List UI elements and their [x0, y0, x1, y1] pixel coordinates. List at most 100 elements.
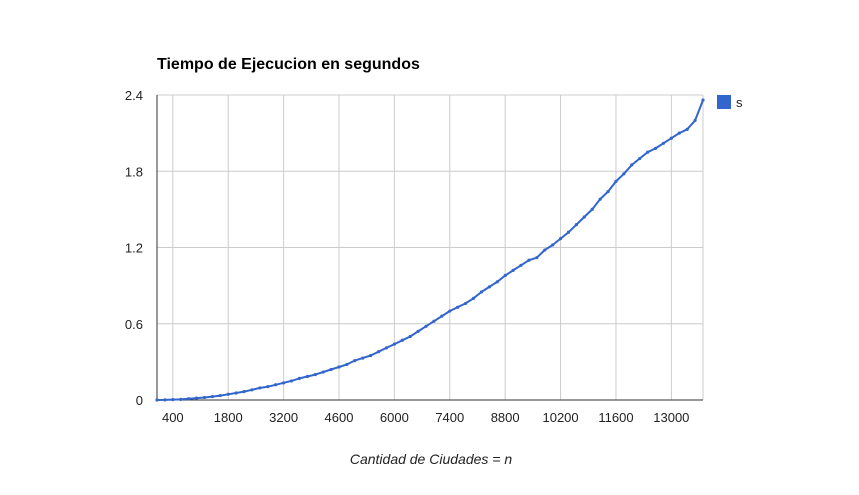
- x-tick-label: 4600: [325, 410, 354, 425]
- data-point: [511, 268, 515, 272]
- data-point: [606, 189, 610, 194]
- data-point: [456, 305, 460, 309]
- x-axis-title-prefix: Cantidad de Ciudades =: [350, 451, 505, 467]
- data-point: [155, 398, 159, 402]
- y-tick-label: 1.8: [125, 164, 143, 179]
- data-point: [693, 118, 697, 123]
- data-point: [210, 394, 214, 399]
- x-tick-label: 3200: [269, 410, 298, 425]
- data-point: [487, 285, 491, 289]
- data-point: [685, 127, 689, 131]
- x-tick-label: 1800: [214, 410, 243, 425]
- data-point: [171, 398, 175, 402]
- data-point: [226, 392, 230, 396]
- data-point: [345, 362, 349, 367]
- data-point: [669, 136, 673, 140]
- data-point: [329, 367, 333, 372]
- data-point: [551, 243, 555, 247]
- data-point: [614, 179, 618, 184]
- data-point: [258, 386, 262, 390]
- data-point: [448, 309, 452, 313]
- data-point: [630, 163, 634, 167]
- legend[interactable]: s: [717, 95, 743, 110]
- y-tick-label: 0: [136, 393, 143, 408]
- data-point: [202, 395, 207, 400]
- axes: [156, 95, 703, 401]
- data-point: [234, 391, 238, 395]
- legend-swatch-s[interactable]: [717, 95, 731, 109]
- data-point: [471, 296, 476, 300]
- data-point: [250, 388, 254, 392]
- y-tick-label: 0.6: [125, 317, 143, 332]
- data-point: [566, 230, 571, 234]
- data-point: [495, 280, 499, 284]
- x-tick-label: 13000: [653, 410, 689, 425]
- x-tick-label: 8800: [491, 410, 520, 425]
- data-point: [527, 258, 531, 262]
- data-point: [543, 248, 547, 252]
- data-point: [622, 172, 626, 176]
- data-point: [416, 329, 420, 333]
- data-point: [653, 146, 658, 150]
- data-point: [701, 98, 705, 102]
- data-point: [503, 273, 507, 278]
- x-tick-label: 400: [162, 410, 184, 425]
- data-point: [400, 338, 404, 342]
- x-tick-label: 10200: [542, 410, 578, 425]
- data-point: [274, 383, 278, 387]
- x-tick-label: 6000: [380, 410, 409, 425]
- data-point: [361, 356, 365, 360]
- x-axis-title: Cantidad de Ciudades = n: [350, 451, 513, 467]
- data-point: [353, 359, 357, 363]
- data-point: [638, 156, 642, 161]
- data-point: [376, 350, 381, 354]
- x-tick-label: 11600: [598, 410, 633, 425]
- series-line-s: [156, 99, 704, 401]
- data-point: [574, 223, 578, 227]
- chart-title: Tiempo de Ejecucion en segundos: [157, 56, 420, 73]
- data-point: [194, 396, 199, 400]
- data-point: [289, 379, 294, 383]
- data-point: [218, 393, 222, 398]
- data-point: [369, 353, 373, 358]
- data-point: [646, 150, 650, 154]
- data-point: [313, 372, 317, 377]
- y-tick-label: 1.2: [125, 241, 143, 256]
- x-tick-labels: 400 1800 3200 4600 6000 7400 8800 10200 11600 130…: [162, 410, 689, 425]
- data-point: [440, 314, 444, 318]
- data-point: [432, 319, 436, 323]
- x-tick-label: 7400: [435, 410, 464, 425]
- data-point: [242, 390, 246, 394]
- data-point: [321, 370, 325, 374]
- data-point: [305, 374, 309, 379]
- series-layer: [155, 98, 705, 402]
- data-point: [408, 334, 412, 339]
- data-point: [337, 365, 341, 369]
- data-point: [187, 397, 191, 401]
- data-point: [163, 398, 167, 402]
- legend-label-s[interactable]: s: [736, 95, 743, 110]
- data-point: [424, 324, 428, 328]
- data-point: [179, 397, 183, 401]
- data-point: [392, 342, 396, 346]
- data-point: [464, 301, 468, 306]
- data-point: [598, 197, 602, 201]
- data-point: [282, 381, 286, 385]
- data-point: [677, 131, 681, 135]
- data-point: [558, 237, 563, 241]
- data-point: [661, 141, 666, 145]
- x-axis-title-var: n: [504, 451, 512, 467]
- data-point: [266, 385, 270, 389]
- data-point: [384, 346, 389, 350]
- grid: [157, 94, 704, 400]
- y-tick-labels: 0 0.6 1.2 1.8 2.4: [125, 88, 143, 408]
- data-point: [590, 207, 594, 211]
- data-point: [535, 256, 539, 260]
- data-point: [582, 215, 586, 219]
- data-point: [519, 263, 523, 267]
- y-tick-label: 2.4: [125, 88, 143, 103]
- data-point: [297, 376, 302, 380]
- data-point: [479, 290, 484, 294]
